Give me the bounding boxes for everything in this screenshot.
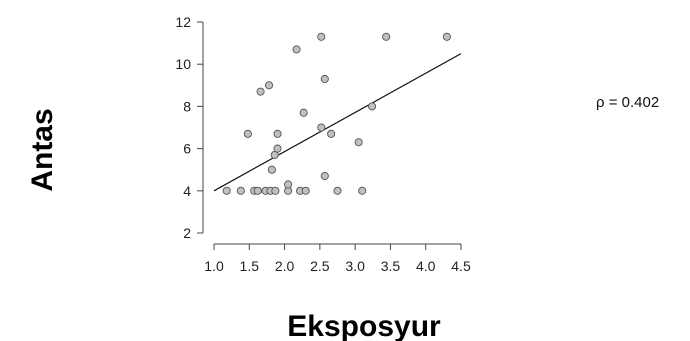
- y-tick-label: 2: [183, 225, 191, 241]
- data-point: [243, 129, 252, 138]
- regression-line: [213, 53, 462, 192]
- y-tick-label: 8: [183, 98, 191, 114]
- data-point: [299, 108, 308, 117]
- y-axis: 2 4 6 8 10 12: [175, 14, 204, 241]
- x-axis: 1.0 1.5 2.0 2.5 3.0 3.5 4.0 4.5: [204, 243, 471, 274]
- data-point: [358, 186, 367, 195]
- data-point: [236, 186, 245, 195]
- y-tick-label: 12: [175, 14, 191, 30]
- x-tick-label: 1.5: [240, 258, 260, 274]
- x-tick-label: 3.0: [345, 258, 365, 274]
- data-point: [368, 102, 377, 111]
- data-point: [354, 138, 363, 147]
- data-point: [267, 165, 276, 174]
- data-point: [253, 186, 262, 195]
- data-point: [320, 171, 329, 181]
- y-tick-label: 10: [175, 56, 191, 72]
- data-point: [273, 144, 282, 153]
- data-point: [256, 87, 265, 96]
- data-point: [264, 81, 274, 90]
- data-point: [317, 32, 326, 41]
- data-point: [442, 32, 451, 41]
- data-point: [320, 74, 329, 84]
- x-tick-label: 3.5: [381, 258, 401, 274]
- y-tick-label: 6: [183, 141, 191, 157]
- x-axis-title: Eksposyur: [287, 310, 441, 341]
- data-point: [333, 186, 342, 195]
- data-point: [327, 129, 336, 138]
- data-point: [222, 186, 231, 195]
- x-tick-label: 2.5: [310, 258, 330, 274]
- data-point: [317, 123, 326, 132]
- y-axis-title: Antas: [26, 108, 59, 191]
- x-tick-label: 2.0: [275, 258, 295, 274]
- data-point: [284, 180, 293, 189]
- correlation-annotation: ρ = 0.402: [596, 94, 659, 111]
- x-tick-label: 4.0: [416, 258, 436, 274]
- data-points: [222, 32, 451, 195]
- x-tick-label: 4.5: [451, 258, 471, 274]
- y-tick-label: 4: [183, 183, 191, 199]
- data-point: [273, 129, 282, 138]
- data-point: [301, 186, 310, 195]
- data-point: [382, 32, 391, 41]
- x-tick-label: 1.0: [204, 258, 224, 274]
- trend-line-group: [213, 53, 462, 192]
- data-point: [292, 45, 301, 54]
- data-point: [271, 186, 280, 195]
